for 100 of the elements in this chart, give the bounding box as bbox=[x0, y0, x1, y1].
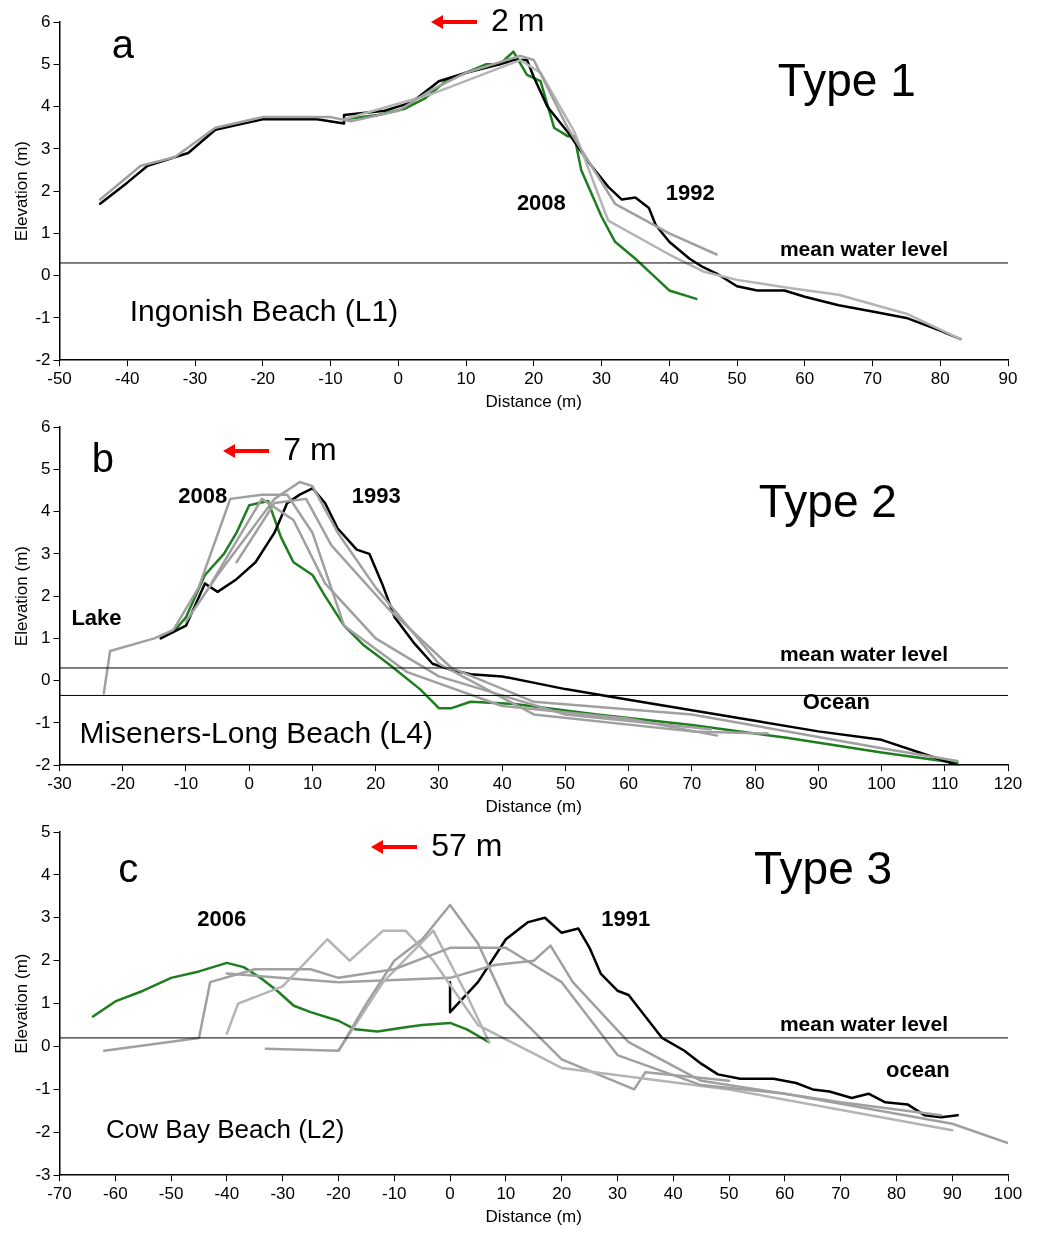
y-tick-label: 1 bbox=[41, 993, 51, 1013]
annotation: Ingonish Beach (L1) bbox=[129, 294, 399, 328]
x-tick-label: -30 bbox=[47, 774, 72, 794]
x-tick-label: -30 bbox=[182, 369, 208, 389]
y-axis-title: Elevation (m) bbox=[11, 953, 31, 1054]
y-tick-label: 2 bbox=[41, 950, 51, 970]
y-axis-title: Elevation (m) bbox=[11, 141, 31, 242]
x-tick-label: 50 bbox=[727, 369, 747, 389]
x-tick-label: 10 bbox=[302, 774, 322, 794]
x-tick-label: 100 bbox=[867, 774, 896, 794]
x-tick-label: 30 bbox=[607, 1184, 627, 1204]
annotation: ocean bbox=[886, 1056, 950, 1082]
x-tick-label: 20 bbox=[524, 369, 544, 389]
y-tick-label: 6 bbox=[41, 11, 51, 31]
annotation: c bbox=[118, 846, 139, 891]
annotation: 1991 bbox=[601, 906, 651, 932]
y-tick-label: 1 bbox=[41, 628, 51, 648]
x-tick-label: -10 bbox=[173, 774, 199, 794]
y-tick-label: 3 bbox=[41, 138, 51, 158]
y-tick-label: 0 bbox=[41, 1036, 51, 1056]
x-tick-label: 90 bbox=[998, 369, 1018, 389]
x-tick-label: 20 bbox=[552, 1184, 572, 1204]
y-tick-label: 5 bbox=[41, 821, 51, 841]
ref-line-label: mean water level bbox=[779, 642, 948, 666]
annotation: 2006 bbox=[197, 906, 247, 932]
annotation: Lake bbox=[71, 605, 122, 631]
y-tick-label: 3 bbox=[41, 907, 51, 927]
y-tick-label: 5 bbox=[41, 458, 51, 478]
y-tick-label: 0 bbox=[41, 265, 51, 285]
x-tick-label: 50 bbox=[555, 774, 575, 794]
x-axis-title: Distance (m) bbox=[485, 392, 582, 412]
y-tick-label: -2 bbox=[35, 754, 51, 774]
x-tick-label: -20 bbox=[250, 369, 276, 389]
x-tick-label: 50 bbox=[719, 1184, 739, 1204]
y-tick-label: 0 bbox=[41, 670, 51, 690]
y-tick-label: 3 bbox=[41, 543, 51, 563]
x-tick-label: 70 bbox=[863, 369, 882, 389]
x-tick-label: 10 bbox=[496, 1184, 516, 1204]
ref-line-label: mean water level bbox=[779, 237, 948, 261]
x-tick-label: 0 bbox=[393, 369, 403, 389]
x-tick-label: -70 bbox=[47, 1184, 72, 1204]
y-tick-label: 4 bbox=[41, 501, 51, 521]
x-tick-label: 30 bbox=[592, 369, 611, 389]
y-tick-label: -1 bbox=[35, 712, 51, 732]
annotation: 1992 bbox=[665, 180, 715, 206]
annotation: a bbox=[111, 22, 135, 67]
annotation: Ocean bbox=[802, 688, 870, 714]
annotation: 2008 bbox=[178, 483, 228, 509]
x-tick-label: 100 bbox=[993, 1184, 1023, 1204]
x-tick-label: 40 bbox=[659, 369, 679, 389]
y-axis-title: Elevation (m) bbox=[11, 546, 31, 647]
x-tick-label: -50 bbox=[47, 369, 72, 389]
y-tick-label: -1 bbox=[35, 307, 51, 327]
x-tick-label: 80 bbox=[930, 369, 950, 389]
y-tick-label: 4 bbox=[41, 96, 51, 116]
x-tick-label: 0 bbox=[244, 774, 254, 794]
x-tick-label: 60 bbox=[795, 369, 815, 389]
y-tick-label: 4 bbox=[41, 864, 51, 884]
annotation: Type 1 bbox=[777, 53, 916, 106]
x-tick-label: -50 bbox=[158, 1184, 184, 1204]
y-tick-label: -2 bbox=[35, 1121, 51, 1141]
annotation: 2 m bbox=[491, 1, 545, 38]
x-tick-label: 80 bbox=[886, 1184, 906, 1204]
x-tick-label: 40 bbox=[492, 774, 512, 794]
annotation: Type 2 bbox=[758, 475, 897, 528]
x-tick-label: -10 bbox=[318, 369, 343, 389]
y-tick-label: -3 bbox=[35, 1164, 51, 1184]
x-tick-label: 90 bbox=[808, 774, 828, 794]
annotation: b bbox=[91, 435, 115, 480]
annotation: 2008 bbox=[516, 190, 566, 216]
x-tick-label: 40 bbox=[663, 1184, 683, 1204]
y-tick-label: -2 bbox=[35, 349, 51, 369]
x-tick-label: 60 bbox=[619, 774, 639, 794]
y-tick-label: 6 bbox=[41, 416, 51, 436]
x-tick-label: -30 bbox=[270, 1184, 295, 1204]
y-tick-label: -1 bbox=[35, 1079, 51, 1099]
annotation: Miseners-Long Beach (L4) bbox=[79, 716, 433, 750]
x-tick-label: -60 bbox=[103, 1184, 128, 1204]
x-tick-label: 10 bbox=[456, 369, 476, 389]
x-tick-label: 120 bbox=[993, 774, 1023, 794]
x-tick-label: 110 bbox=[931, 774, 959, 794]
x-tick-label: 0 bbox=[445, 1184, 455, 1204]
x-tick-label: -20 bbox=[110, 774, 136, 794]
x-tick-label: -10 bbox=[381, 1184, 407, 1204]
annotation: 57 m bbox=[431, 826, 503, 863]
y-tick-label: 1 bbox=[41, 223, 51, 243]
x-tick-label: 20 bbox=[366, 774, 386, 794]
x-axis-title: Distance (m) bbox=[485, 797, 582, 817]
x-tick-label: -40 bbox=[214, 1184, 240, 1204]
y-tick-label: 2 bbox=[41, 585, 51, 605]
annotation: 7 m bbox=[283, 430, 337, 467]
x-tick-label: 70 bbox=[682, 774, 702, 794]
annotation: Cow Bay Beach (L2) bbox=[105, 1113, 345, 1144]
x-tick-label: 60 bbox=[775, 1184, 795, 1204]
x-tick-label: -40 bbox=[114, 369, 140, 389]
x-tick-label: -20 bbox=[326, 1184, 351, 1204]
y-tick-label: 2 bbox=[41, 180, 51, 200]
x-axis-title: Distance (m) bbox=[485, 1207, 582, 1227]
x-tick-label: 30 bbox=[429, 774, 449, 794]
x-tick-label: 90 bbox=[942, 1184, 962, 1204]
